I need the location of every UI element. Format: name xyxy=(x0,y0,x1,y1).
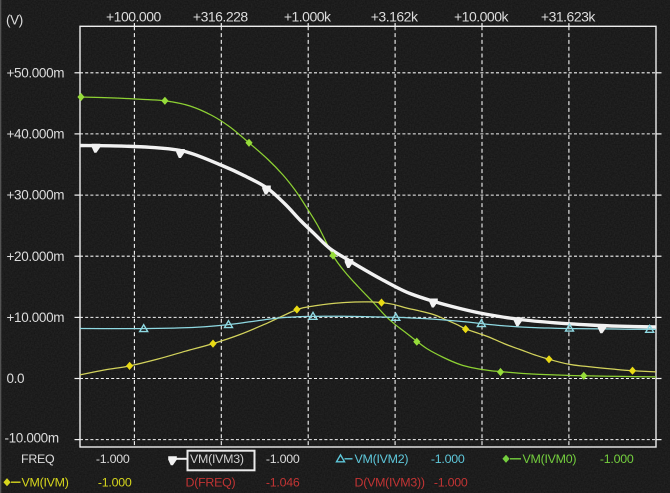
svg-text:-1.000: -1.000 xyxy=(431,452,465,466)
svg-text:-1.000: -1.000 xyxy=(600,452,634,466)
svg-text:VM(IVM2): VM(IVM2) xyxy=(355,452,409,466)
svg-text:VM(IVM0): VM(IVM0) xyxy=(523,452,577,466)
svg-text:-1.046: -1.046 xyxy=(266,476,300,490)
svg-text:+10.000m: +10.000m xyxy=(7,310,65,325)
svg-text:0.0: 0.0 xyxy=(7,371,25,386)
svg-text:D(FREQ): D(FREQ) xyxy=(186,476,236,490)
svg-text:D(VM(IVM3)): D(VM(IVM3)) xyxy=(355,476,425,490)
svg-text:+10.000k: +10.000k xyxy=(454,8,509,24)
svg-text:VM(IVM3): VM(IVM3) xyxy=(190,452,244,466)
svg-text:VM(IVM): VM(IVM) xyxy=(22,476,69,490)
svg-text:-10.000m: -10.000m xyxy=(5,430,59,445)
svg-text:-1.000: -1.000 xyxy=(434,476,468,490)
svg-text:+31.623k: +31.623k xyxy=(541,8,596,24)
svg-text:-1.000: -1.000 xyxy=(98,476,132,490)
svg-text:(V): (V) xyxy=(6,13,23,28)
svg-text:+30.000m: +30.000m xyxy=(7,188,65,203)
svg-text:+40.000m: +40.000m xyxy=(7,127,65,142)
svg-text:+20.000m: +20.000m xyxy=(7,249,65,264)
svg-text:+3.162k: +3.162k xyxy=(371,8,419,24)
svg-text:-1.000: -1.000 xyxy=(96,452,130,466)
svg-text:FREQ: FREQ xyxy=(21,452,55,466)
svg-text:+100.000: +100.000 xyxy=(106,8,161,24)
svg-text:+316.228: +316.228 xyxy=(193,8,248,24)
svg-text:+1.000k: +1.000k xyxy=(284,8,332,24)
svg-text:-1.000: -1.000 xyxy=(266,452,300,466)
svg-text:+50.000m: +50.000m xyxy=(7,65,65,80)
